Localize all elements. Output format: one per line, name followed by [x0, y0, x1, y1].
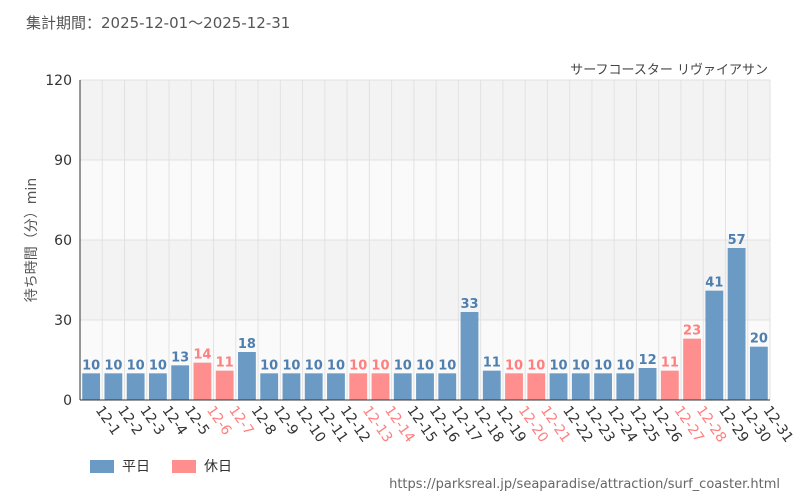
bar-value-label: 18 — [238, 337, 256, 352]
bar-value-label: 23 — [683, 324, 701, 339]
bar-value-label: 10 — [572, 358, 590, 373]
legend: 平日 休日 — [90, 456, 254, 476]
bar-value-label: 10 — [505, 358, 523, 373]
bar-12-27 — [660, 370, 679, 400]
bar-value-label: 10 — [282, 358, 300, 373]
bar-value-label: 10 — [149, 358, 167, 373]
bar-value-label: 10 — [416, 358, 434, 373]
bar-12-8 — [238, 352, 256, 400]
bar-value-label: 20 — [750, 332, 768, 347]
y-tick-label: 90 — [54, 153, 72, 169]
bar-12-6 — [193, 362, 212, 400]
bar-12-7 — [215, 370, 234, 400]
bar-12-2 — [104, 373, 123, 400]
period-label: 集計期間：2025-12-01～2025-12-31 — [26, 14, 291, 32]
chart-title: サーフコースター リヴァイアサン — [570, 62, 768, 78]
plot-band — [80, 80, 770, 160]
legend-holiday-label: 休日 — [204, 459, 232, 475]
bar-value-label: 10 — [371, 358, 389, 373]
bar-12-14 — [371, 373, 390, 400]
bar-12-31 — [749, 346, 768, 400]
bar-12-20 — [505, 373, 523, 400]
bar-12-30 — [727, 248, 746, 400]
bar-value-label: 10 — [305, 358, 323, 373]
weekday-swatch — [90, 459, 114, 473]
y-tick-label: 120 — [45, 73, 72, 89]
bar-value-label: 10 — [438, 358, 456, 373]
bar-value-label: 10 — [82, 358, 100, 373]
bar-value-label: 10 — [594, 358, 612, 373]
bar-value-label: 10 — [616, 358, 634, 373]
bar-value-label: 10 — [260, 358, 278, 373]
legend-weekday: 平日 — [90, 456, 150, 476]
bar-12-25 — [616, 373, 635, 400]
bar-value-label: 57 — [728, 233, 746, 248]
bar-12-13 — [349, 373, 368, 400]
bar-value-label: 13 — [171, 350, 189, 365]
bar-12-11 — [304, 373, 323, 400]
bar-12-9 — [260, 373, 279, 400]
plot-band — [80, 240, 770, 320]
bar-value-label: 10 — [127, 358, 145, 373]
bar-12-1 — [82, 373, 101, 400]
bar-value-label: 10 — [327, 358, 345, 373]
bar-value-label: 11 — [661, 356, 679, 371]
legend-holiday: 休日 — [172, 456, 232, 476]
bar-value-label: 11 — [216, 356, 234, 371]
bar-12-16 — [416, 373, 434, 400]
bar-12-17 — [438, 373, 457, 400]
bar-12-10 — [282, 373, 301, 400]
holiday-swatch — [172, 459, 196, 473]
bar-12-12 — [327, 373, 345, 400]
bar-12-15 — [393, 373, 412, 400]
bar-value-label: 14 — [193, 348, 211, 363]
bar-value-label: 33 — [460, 297, 478, 312]
y-axis-label: 待ち時間（分）min — [24, 178, 40, 302]
bar-12-19 — [482, 370, 501, 400]
bar-12-24 — [594, 373, 612, 400]
plot-band — [80, 160, 770, 240]
bar-value-label: 12 — [639, 353, 657, 368]
bar-value-label: 10 — [349, 358, 367, 373]
bar-12-18 — [460, 312, 479, 400]
bar-12-22 — [549, 373, 568, 400]
bar-12-29 — [705, 290, 724, 400]
bar-value-label: 10 — [527, 358, 545, 373]
y-tick-label: 0 — [63, 393, 72, 409]
bar-12-28 — [683, 338, 701, 400]
legend-weekday-label: 平日 — [122, 459, 150, 475]
bar-value-label: 11 — [483, 356, 501, 371]
bar-value-label: 41 — [705, 276, 723, 291]
bar-12-5 — [171, 365, 190, 400]
bar-value-label: 10 — [104, 358, 122, 373]
bar-12-26 — [638, 368, 657, 400]
bar-12-23 — [571, 373, 590, 400]
y-tick-label: 30 — [54, 313, 72, 329]
bar-12-3 — [126, 373, 145, 400]
bar-value-label: 10 — [550, 358, 568, 373]
y-tick-label: 60 — [54, 233, 72, 249]
source-link[interactable]: https://parksreal.jp/seaparadise/attract… — [389, 477, 780, 492]
bar-12-21 — [527, 373, 546, 400]
bar-series: 10 10 10 10 13 14 11 18 10 10 10 10 10 10 10 10 10 33 11 10… — [82, 233, 768, 400]
bar-12-4 — [149, 373, 167, 400]
bar-value-label: 10 — [394, 358, 412, 373]
